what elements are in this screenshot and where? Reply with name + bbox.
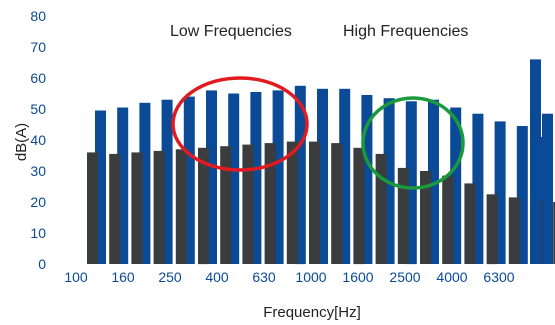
bar-series-2 xyxy=(442,175,454,264)
y-tick-label: 30 xyxy=(30,163,46,179)
y-tick-label: 50 xyxy=(30,101,46,117)
bar-series-1 xyxy=(450,107,462,264)
bar-series-2 xyxy=(486,194,498,265)
y-tick-label: 40 xyxy=(30,132,46,148)
bar-series-2 xyxy=(331,143,343,264)
bar-series-2 xyxy=(109,153,121,264)
bar-series-1 xyxy=(95,110,106,264)
bar-series-1 xyxy=(161,99,173,264)
bar-extra-right xyxy=(530,59,541,265)
bar-series-1 xyxy=(183,96,195,264)
y-tick-label: 20 xyxy=(30,194,46,210)
bar-series-1 xyxy=(250,92,262,264)
bars-extra-right xyxy=(530,59,553,265)
bar-series-2 xyxy=(87,152,98,264)
bar-series-1 xyxy=(339,88,351,264)
y-tick-label: 10 xyxy=(30,225,46,241)
x-tick-label: 4000 xyxy=(436,269,467,285)
y-axis-label: dB(A) xyxy=(13,123,30,161)
y-tick-label: 80 xyxy=(30,8,46,24)
bar-series-2 xyxy=(264,143,276,264)
y-axis-ticks: 0 10 20 30 40 50 60 70 80 xyxy=(30,8,46,272)
bar-series-2 xyxy=(375,153,387,264)
bar-series-1 xyxy=(117,107,129,264)
x-tick-label: 400 xyxy=(205,269,229,285)
x-axis-ticks: 100 160 250 400 630 1000 1600 2500 4000 6300 xyxy=(64,269,514,285)
x-tick-label: 100 xyxy=(64,269,88,285)
bar-series-2 xyxy=(420,171,431,264)
bar-series-1 xyxy=(516,126,528,264)
bar-series-1 xyxy=(294,85,306,265)
low-frequency-circle xyxy=(171,76,309,172)
bar-series-2 xyxy=(353,147,365,265)
y-tick-label: 60 xyxy=(30,70,46,86)
bar-series-2 xyxy=(309,141,320,264)
bar-extra-right xyxy=(542,113,553,264)
y-tick-label: 0 xyxy=(38,256,46,272)
bar-series-1 xyxy=(206,90,217,265)
bar-series-1 xyxy=(405,101,417,265)
bar-series-2 xyxy=(175,149,187,264)
x-tick-label: 250 xyxy=(158,269,182,285)
x-tick-label: 1600 xyxy=(342,269,373,285)
bar-series-1 xyxy=(139,102,151,264)
high-frequency-circle xyxy=(361,96,465,190)
x-tick-label: 160 xyxy=(111,269,135,285)
x-tick-label: 6300 xyxy=(483,269,514,285)
bar-series-1 xyxy=(361,95,373,264)
x-tick-label: 2500 xyxy=(389,269,420,285)
bar-series-2 xyxy=(553,202,555,264)
x-axis-label: Frequency[Hz] xyxy=(263,304,361,321)
bar-series-2 xyxy=(220,146,232,264)
bar-series-1 xyxy=(272,90,284,265)
bar-series-2 xyxy=(508,197,520,264)
bar-series-1 xyxy=(428,99,439,264)
bar-series-1 xyxy=(472,113,484,264)
bar-series-1 xyxy=(228,93,240,264)
bar-series-1 xyxy=(317,88,328,264)
annotation-high-frequencies: High Frequencies xyxy=(343,23,468,40)
annotation-low-frequencies: Low Frequencies xyxy=(170,23,292,40)
bar-series-2 xyxy=(153,150,165,264)
bar-series-2 xyxy=(198,147,209,265)
x-tick-label: 630 xyxy=(252,269,276,285)
bar-series-2 xyxy=(242,144,254,264)
bar-series-2 xyxy=(397,167,409,264)
bar-series-2 xyxy=(464,183,476,264)
x-tick-label: 1000 xyxy=(295,269,326,285)
bar-series-2 xyxy=(286,141,298,264)
bar-series-1 xyxy=(494,121,506,265)
y-tick-label: 70 xyxy=(30,39,46,55)
bar-series-2 xyxy=(131,152,143,264)
